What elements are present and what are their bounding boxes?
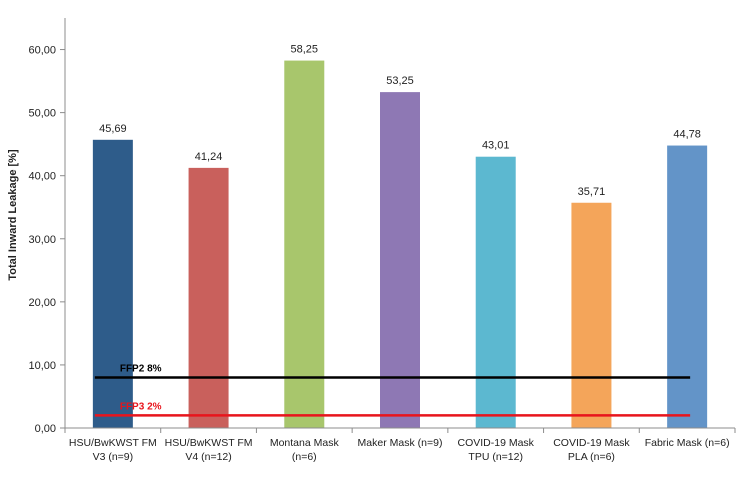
bar [284, 60, 325, 428]
data-label: 45,69 [99, 123, 127, 135]
bar [475, 156, 516, 428]
x-tick-label: COVID-19 Mask PLA (n=6) [553, 437, 630, 463]
data-label: 53,25 [386, 75, 414, 87]
y-tick-label: 50,00 [28, 108, 56, 120]
x-axis: HSU/BwKWST FM V3 (n=9) HSU/BwKWST FM V4 (n=… [64, 427, 736, 463]
x-tick-label: HSU/BwKWST FM V3 (n=9) [69, 437, 157, 463]
y-tick-label: 20,00 [28, 297, 56, 309]
y-tick-label: 0,00 [35, 423, 56, 435]
y-tick-label: 10,00 [28, 360, 56, 372]
reference-lines: FFP2 8% FFP3 2% [94, 364, 691, 417]
bar [667, 145, 708, 428]
x-tick-label: COVID-19 Mask TPU (n=12) [457, 437, 534, 463]
y-tick-label: 40,00 [28, 171, 56, 183]
x-tick-label: Maker Mask (n=9) [358, 437, 443, 449]
reference-line-label: FFP3 2% [120, 401, 162, 412]
x-tick-label: Fabric Mask (n=6) [645, 437, 730, 449]
bar [92, 139, 133, 428]
y-axis-title: Total Inward Leakage [%] [7, 149, 19, 281]
data-label: 41,24 [195, 151, 223, 163]
reference-line-label: FFP2 8% [120, 364, 162, 375]
x-tick-label: HSU/BwKWST FM V4 (n=12) [165, 437, 253, 463]
data-label: 43,01 [482, 140, 510, 152]
data-label: 35,71 [578, 186, 606, 198]
x-tick-label: Montana Mask (n=6) [270, 437, 340, 463]
bars: 45,69 41,24 58,25 53,25 43,01 35,71 44,78 [92, 44, 708, 428]
y-tick-label: 30,00 [28, 234, 56, 246]
y-axis: 0,00 10,00 20,00 30,00 40,00 50,00 60,00 [28, 18, 66, 435]
data-label: 58,25 [291, 44, 319, 56]
bar [188, 167, 229, 428]
data-label: 44,78 [673, 129, 701, 141]
bar [571, 202, 612, 428]
y-tick-label: 60,00 [28, 45, 56, 57]
bar [380, 92, 420, 428]
